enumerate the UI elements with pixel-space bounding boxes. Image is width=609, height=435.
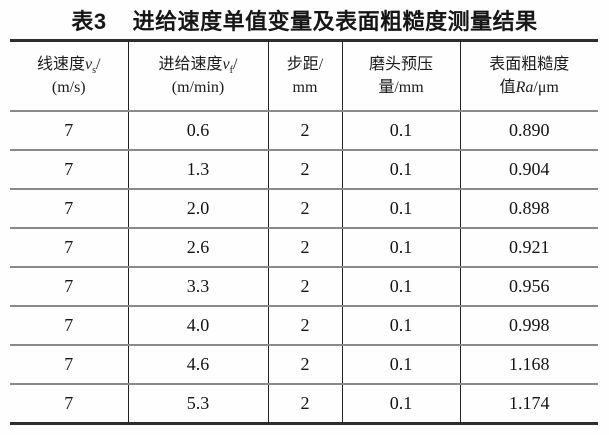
table-cell: 2 xyxy=(267,150,342,189)
table-cell: 4.0 xyxy=(127,306,268,345)
table-cell: 7 xyxy=(64,198,74,218)
table-cell: 1.174 xyxy=(459,384,598,424)
table-cell: 7 xyxy=(64,315,74,335)
table-cell: 0.998 xyxy=(459,306,598,345)
header-cell-step: 步距/ mm xyxy=(267,40,342,111)
header-feed-rate-symbol: 进给速度vf/ xyxy=(158,55,238,76)
table-cell: 0.1 xyxy=(341,189,460,228)
table-cell: 2 xyxy=(267,306,342,345)
table-cell: 2 xyxy=(267,111,342,150)
table-row: 7 4.6 2 0.1 1.168 xyxy=(10,345,598,384)
table-cell: 7 xyxy=(64,354,74,374)
table-cell: 0.898 xyxy=(459,189,598,228)
table-row: 7 2.6 2 0.1 0.921 xyxy=(10,228,598,267)
table-body: 7 0.6 2 0.1 0.890 7 1.3 2 0.1 0.904 7 2.… xyxy=(10,111,598,424)
header-feed-rate-unit: (m/min) xyxy=(171,79,225,96)
table-cell: 7 xyxy=(64,237,74,257)
table-row: 7 5.3 2 0.1 1.174 xyxy=(10,384,598,424)
header-cell-preload: 磨头预压 量/mm xyxy=(341,40,460,111)
table-cell: 2 xyxy=(267,189,342,228)
table-cell: 0.904 xyxy=(459,150,598,189)
table-cell: 3.3 xyxy=(127,267,268,306)
header-step-label: 步距/ xyxy=(286,55,324,73)
header-cell-feed-rate: 进给速度vf/ (m/min) xyxy=(127,40,268,111)
table-cell: 7 xyxy=(64,120,74,140)
table-cell: 0.1 xyxy=(341,345,460,384)
header-linear-speed-unit: (m/s) xyxy=(51,79,86,96)
header-roughness-label: 表面粗糙度 xyxy=(489,55,570,73)
header-row: 线速度vs/ (m/s) 进给速度vf/ (m/min) 步距/ mm 磨头预压… xyxy=(10,40,598,112)
table-row: 7 3.3 2 0.1 0.956 xyxy=(10,267,598,306)
table-cell: 0.921 xyxy=(459,228,598,267)
header-step-unit: mm xyxy=(292,79,318,96)
header-roughness-unit: 值Ra/μm xyxy=(499,79,559,96)
header-cell-linear-speed: 线速度vs/ (m/s) xyxy=(10,41,128,112)
table-cell: 1.3 xyxy=(127,150,268,189)
table-number: 表3 xyxy=(71,9,107,34)
table-cell: 7 xyxy=(64,393,74,413)
table-cell: 0.1 xyxy=(341,228,460,267)
table-header: 线速度vs/ (m/s) 进给速度vf/ (m/min) 步距/ mm 磨头预压… xyxy=(10,40,598,112)
table-cell: 0.956 xyxy=(459,267,598,306)
table-row: 7 4.0 2 0.1 0.998 xyxy=(10,306,598,345)
table-cell: 7 xyxy=(64,159,74,179)
table-cell: 4.6 xyxy=(127,345,268,384)
table-cell: 0.890 xyxy=(459,111,598,150)
header-linear-speed-symbol: 线速度vs/ xyxy=(37,55,101,76)
table-row: 7 2.0 2 0.1 0.898 xyxy=(10,189,598,228)
table-cell: 0.1 xyxy=(341,306,460,345)
header-preload-label: 磨头预压 xyxy=(368,55,433,73)
table-caption-text: 进给速度单值变量及表面粗糙度测量结果 xyxy=(132,9,538,34)
table-cell: 7 xyxy=(64,276,74,296)
measurement-table: 线速度vs/ (m/s) 进给速度vf/ (m/min) 步距/ mm 磨头预压… xyxy=(10,39,598,425)
header-cell-roughness: 表面粗糙度 值Ra/μm xyxy=(459,40,598,111)
table-cell: 2 xyxy=(267,345,342,384)
table-row: 7 0.6 2 0.1 0.890 xyxy=(10,111,598,150)
table-caption: 表3 进给速度单值变量及表面粗糙度测量结果 xyxy=(0,4,609,36)
table-cell: 0.1 xyxy=(341,384,460,424)
table-cell: 2 xyxy=(267,228,342,267)
table-cell: 2 xyxy=(267,384,342,424)
table-cell: 2 xyxy=(267,267,342,306)
table-row: 7 1.3 2 0.1 0.904 xyxy=(10,150,598,189)
table-cell: 0.1 xyxy=(341,111,460,150)
table-cell: 0.1 xyxy=(341,150,460,189)
header-preload-unit: 量/mm xyxy=(378,79,424,96)
table-cell: 2.0 xyxy=(127,189,268,228)
table-cell: 5.3 xyxy=(127,384,268,424)
table-cell: 2.6 xyxy=(127,228,268,267)
table-cell: 0.1 xyxy=(341,267,460,306)
table-cell: 1.168 xyxy=(459,345,598,384)
table-cell: 0.6 xyxy=(127,111,268,150)
